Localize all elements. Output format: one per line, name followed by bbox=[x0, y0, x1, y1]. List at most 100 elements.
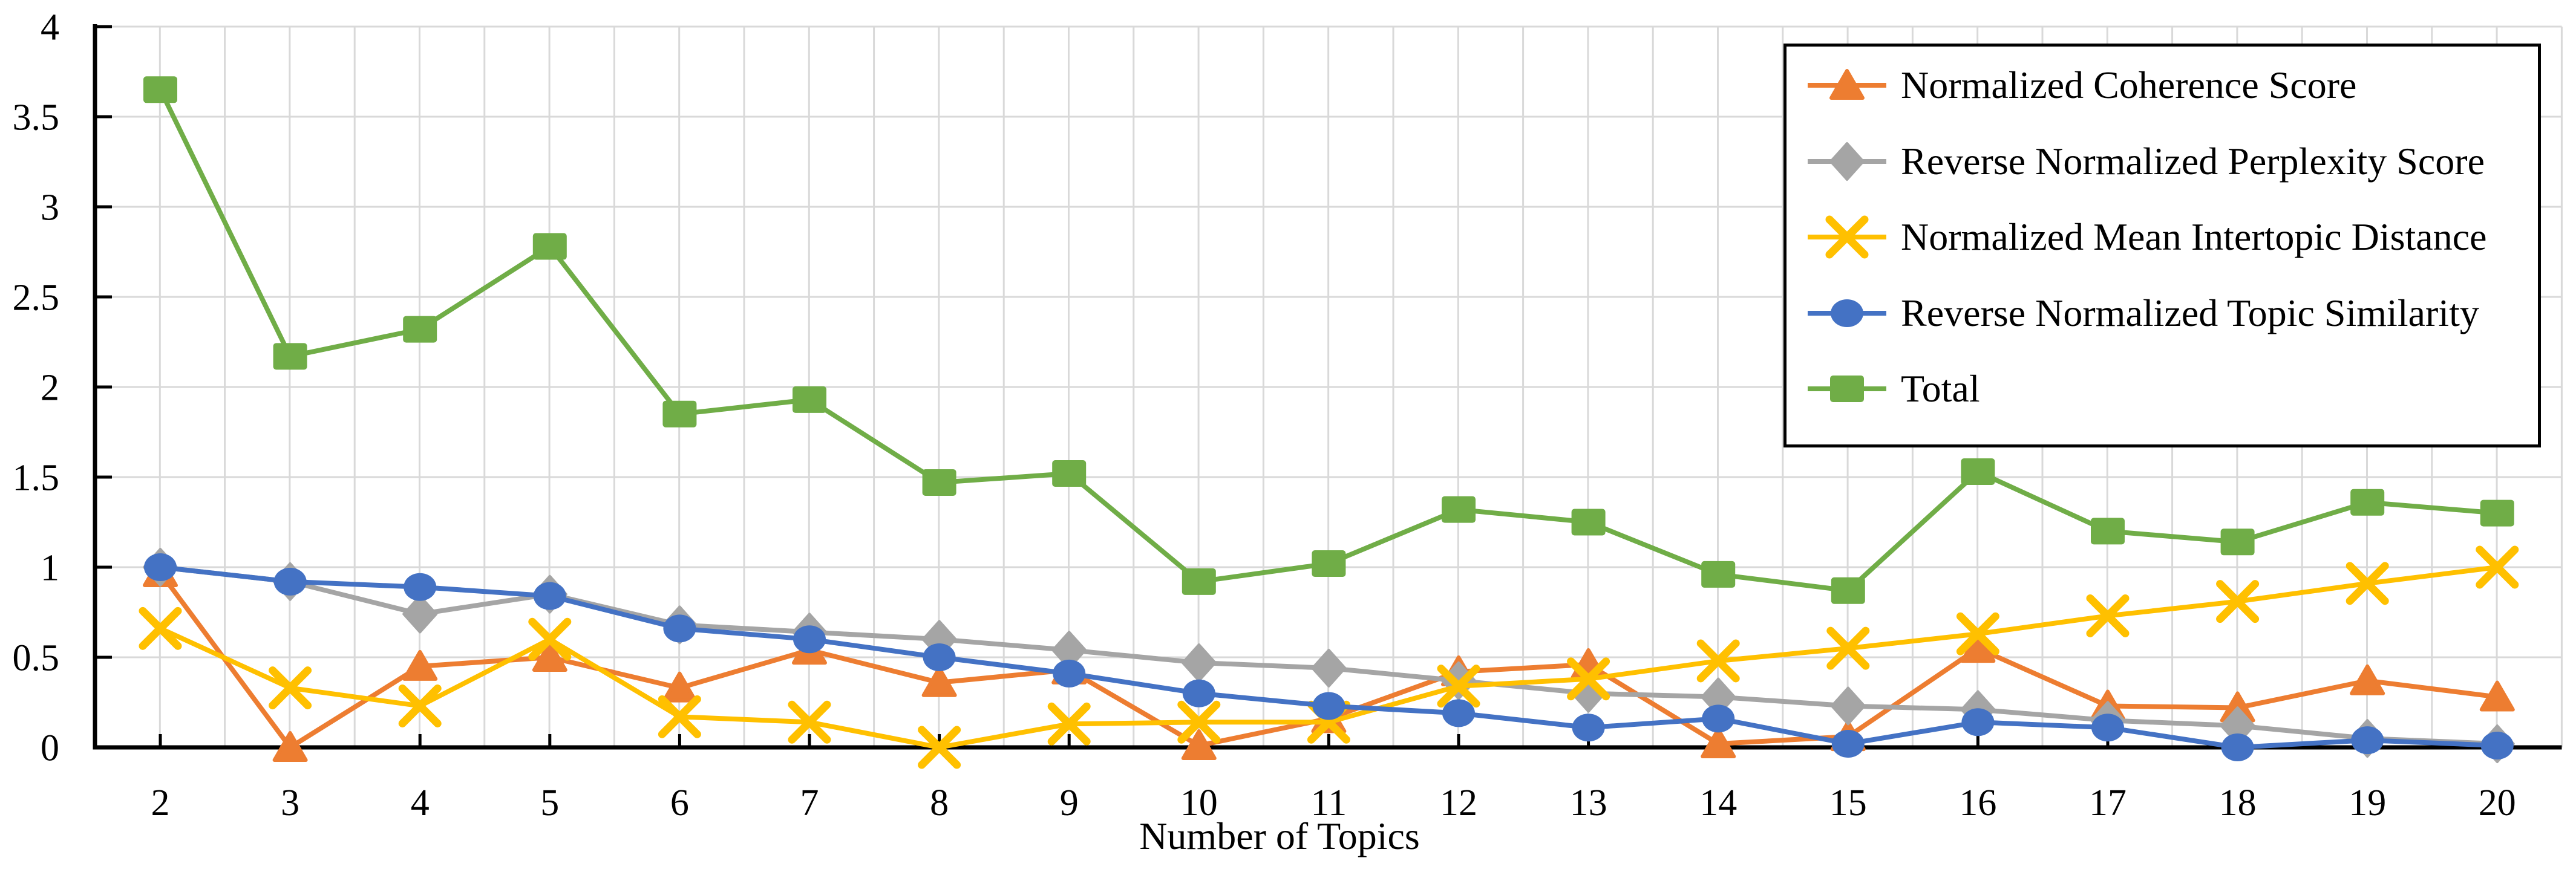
x-tick-label: 17 bbox=[2089, 782, 2127, 824]
marker-square bbox=[1182, 568, 1216, 595]
marker-circle bbox=[2221, 733, 2254, 761]
marker-circle bbox=[1572, 714, 1605, 742]
x-tick-label: 15 bbox=[1829, 782, 1867, 824]
legend-label: Normalized Mean Intertopic Distance bbox=[1901, 215, 2487, 258]
marker-square bbox=[1830, 376, 1864, 402]
x-tick-label: 10 bbox=[1180, 782, 1218, 824]
x-tick-label: 11 bbox=[1311, 782, 1347, 824]
x-tick-label: 2 bbox=[151, 782, 170, 824]
x-tick-label: 12 bbox=[1440, 782, 1477, 824]
legend-item: Normalized Mean Intertopic Distance bbox=[1802, 203, 2487, 271]
marker-x bbox=[1177, 700, 1221, 744]
marker-triangle bbox=[921, 666, 957, 697]
legend-label: Normalized Coherence Score bbox=[1901, 63, 2357, 106]
marker-x bbox=[2476, 545, 2519, 589]
series-reverse-normalized-topic-similarity bbox=[144, 553, 2514, 761]
marker-square bbox=[403, 316, 437, 343]
x-tick-label: 3 bbox=[281, 782, 299, 824]
marker-diamond bbox=[1311, 648, 1347, 688]
legend-item: Reverse Normalized Topic Similarity bbox=[1802, 279, 2479, 347]
marker-diamond bbox=[1829, 141, 1865, 181]
legend-label: Reverse Normalized Topic Similarity bbox=[1901, 291, 2479, 334]
legend-item: Normalized Coherence Score bbox=[1802, 51, 2356, 119]
legend-item: Total bbox=[1802, 355, 1980, 423]
marker-square bbox=[793, 386, 826, 413]
marker-circle bbox=[1831, 730, 1865, 758]
x-tick-label: 20 bbox=[2479, 782, 2516, 824]
marker-square bbox=[2091, 518, 2125, 545]
marker-x bbox=[1956, 612, 1999, 655]
marker-circle bbox=[1831, 299, 1863, 327]
marker-x bbox=[658, 695, 701, 738]
x-tick-label: 18 bbox=[2219, 782, 2257, 824]
y-tick-label: 1.5 bbox=[13, 458, 60, 499]
marker-square bbox=[922, 469, 956, 496]
marker-circle bbox=[2091, 714, 2124, 742]
marker-circle bbox=[144, 553, 177, 581]
x-tick-label: 16 bbox=[1959, 782, 1996, 824]
marker-x bbox=[1437, 665, 1480, 708]
marker-x bbox=[2086, 594, 2130, 637]
legend-swatch-diamond-icon bbox=[1808, 141, 1886, 181]
marker-square bbox=[1442, 496, 1476, 523]
marker-triangle bbox=[402, 649, 438, 681]
marker-square bbox=[1052, 460, 1087, 487]
marker-square bbox=[532, 233, 567, 260]
y-tick-label: 3.5 bbox=[13, 97, 60, 138]
series-layer bbox=[139, 76, 2519, 769]
marker-circle bbox=[793, 625, 826, 654]
marker-triangle bbox=[272, 731, 308, 762]
marker-x bbox=[1696, 639, 1740, 683]
y-tick-label: 1 bbox=[41, 548, 59, 589]
marker-circle bbox=[1702, 704, 1735, 733]
marker-x bbox=[2216, 580, 2260, 623]
marker-square bbox=[1701, 561, 1736, 588]
y-tick-label: 4 bbox=[41, 7, 59, 48]
marker-circle bbox=[2351, 726, 2384, 755]
marker-circle bbox=[1053, 659, 1086, 688]
marker-triangle bbox=[1701, 727, 1736, 759]
x-tick-label: 5 bbox=[540, 782, 559, 824]
marker-x bbox=[788, 700, 831, 744]
marker-square bbox=[2350, 489, 2385, 516]
marker-x bbox=[528, 617, 572, 661]
marker-triangle bbox=[2350, 664, 2385, 695]
legend-swatch-x-icon bbox=[1808, 215, 1886, 259]
marker-square bbox=[2220, 528, 2255, 556]
x-tick-label: 4 bbox=[411, 782, 430, 824]
x-tick-label: 14 bbox=[1699, 782, 1737, 824]
legend: Normalized Coherence Score Reverse Normal… bbox=[1783, 44, 2541, 447]
legend-swatch-square-icon bbox=[1808, 376, 1886, 402]
legend-label: Total bbox=[1901, 367, 1980, 410]
x-tick-label: 7 bbox=[800, 782, 819, 824]
marker-x bbox=[398, 684, 442, 727]
marker-diamond bbox=[1830, 686, 1866, 726]
x-axis-title: Number of Topics bbox=[1139, 815, 1420, 857]
marker-square bbox=[2480, 499, 2514, 527]
legend-label: Reverse Normalized Perplexity Score bbox=[1901, 139, 2485, 183]
marker-circle bbox=[404, 573, 437, 601]
x-tick-label: 6 bbox=[670, 782, 689, 824]
marker-x bbox=[1825, 215, 1869, 259]
y-tick-label: 2 bbox=[41, 368, 59, 409]
marker-x bbox=[1047, 702, 1091, 746]
marker-circle bbox=[273, 567, 307, 596]
marker-square bbox=[1571, 509, 1606, 536]
marker-circle bbox=[533, 582, 566, 610]
series-total bbox=[143, 76, 2514, 604]
marker-circle bbox=[663, 614, 696, 643]
marker-circle bbox=[1961, 708, 1995, 737]
y-tick-label: 0.5 bbox=[13, 638, 60, 679]
legend-swatch-triangle-icon bbox=[1808, 69, 1886, 100]
marker-square bbox=[1961, 458, 1995, 486]
marker-circle bbox=[1182, 679, 1215, 707]
x-tick-label: 8 bbox=[930, 782, 949, 824]
y-tick-label: 2.5 bbox=[13, 278, 60, 319]
marker-triangle bbox=[2479, 680, 2515, 712]
marker-triangle bbox=[532, 641, 567, 672]
marker-x bbox=[139, 606, 182, 650]
marker-triangle bbox=[1829, 69, 1865, 100]
marker-circle bbox=[1442, 699, 1475, 727]
marker-square bbox=[273, 343, 307, 370]
